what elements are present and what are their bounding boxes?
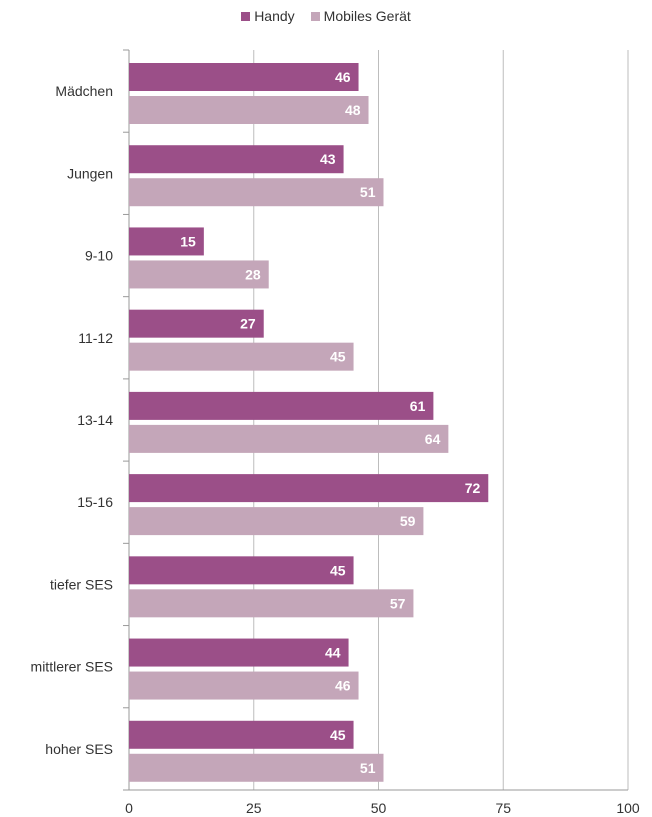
data-label: 46 xyxy=(335,678,351,694)
legend-swatch-handy xyxy=(241,11,251,21)
bar-mobiles-geraet xyxy=(129,507,424,536)
data-label: 15 xyxy=(180,233,196,249)
bar-mobiles-geraet xyxy=(129,342,354,371)
x-tick-label-0: 0 xyxy=(125,800,133,816)
data-label: 45 xyxy=(330,727,346,743)
data-label: 27 xyxy=(240,316,256,332)
data-label: 45 xyxy=(330,562,346,578)
x-tick-label-100: 100 xyxy=(616,800,640,816)
legend-label-handy: Handy xyxy=(254,8,295,24)
data-label: 48 xyxy=(345,102,361,118)
category-label: 13-14 xyxy=(77,412,113,428)
category-label: 9-10 xyxy=(85,248,113,264)
data-label: 44 xyxy=(325,645,341,661)
category-label: Mädchen xyxy=(55,83,113,99)
data-label: 61 xyxy=(410,398,426,414)
category-label: hoher SES xyxy=(45,741,113,757)
data-label: 45 xyxy=(330,349,346,365)
bar-handy xyxy=(129,391,434,420)
bar-mobiles-geraet xyxy=(129,753,384,782)
data-label: 28 xyxy=(245,266,261,282)
x-tick-label-50: 50 xyxy=(371,800,387,816)
bar-mobiles-geraet xyxy=(129,671,359,700)
legend-swatch-mobiles-geraet xyxy=(310,11,320,21)
category-label: mittlerer SES xyxy=(31,659,113,675)
data-label: 51 xyxy=(360,760,376,776)
legend-item-handy: Handy xyxy=(241,8,295,24)
bar-handy xyxy=(129,309,264,338)
data-label: 59 xyxy=(400,513,416,529)
bar-mobiles-geraet xyxy=(129,424,449,453)
bar-mobiles-geraet xyxy=(129,589,414,618)
x-tick-label-25: 25 xyxy=(246,800,262,816)
x-tick-label-75: 75 xyxy=(495,800,511,816)
data-label: 51 xyxy=(360,184,376,200)
bar-mobiles-geraet xyxy=(129,260,269,289)
data-label: 64 xyxy=(425,431,441,447)
bar-handy xyxy=(129,145,344,174)
category-label: tiefer SES xyxy=(50,576,113,592)
category-label: Jungen xyxy=(67,165,113,181)
legend-label-mobiles-geraet: Mobiles Gerät xyxy=(323,8,411,24)
bar-handy xyxy=(129,63,359,91)
legend: Handy Mobiles Gerät xyxy=(0,8,652,24)
data-label: 57 xyxy=(390,595,406,611)
legend-item-mobiles-geraet: Mobiles Gerät xyxy=(310,8,411,24)
bar-handy xyxy=(129,227,204,256)
category-label: 15-16 xyxy=(77,494,113,510)
bar-handy xyxy=(129,474,489,503)
bar-handy xyxy=(129,720,354,749)
bar-handy xyxy=(129,556,354,585)
data-label: 72 xyxy=(465,480,481,496)
data-label: 46 xyxy=(335,69,351,85)
bar-mobiles-geraet xyxy=(129,178,384,207)
category-label: 11-12 xyxy=(78,330,113,346)
data-label: 43 xyxy=(320,151,336,167)
bar-mobiles-geraet xyxy=(129,96,369,124)
bar-handy xyxy=(129,638,349,667)
